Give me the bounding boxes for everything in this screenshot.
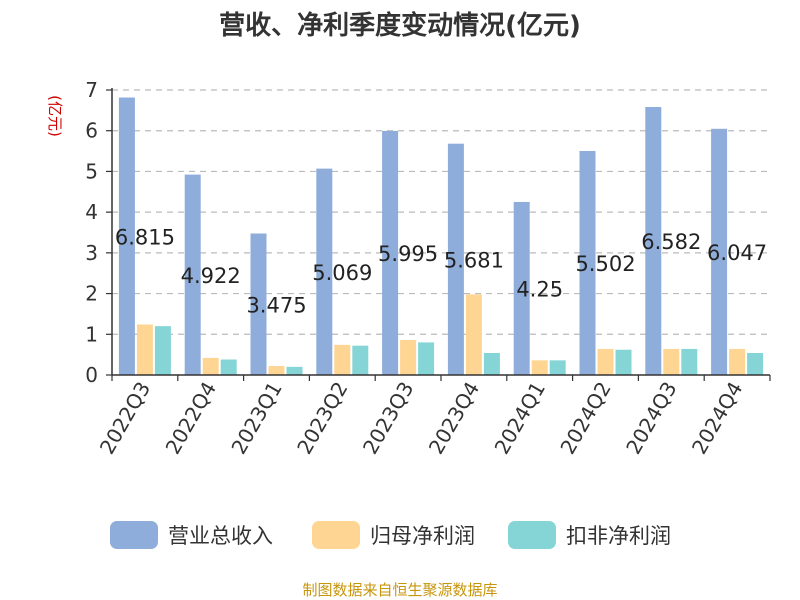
bar-2024Q4-2 xyxy=(747,353,764,375)
bar-2023Q4-0 xyxy=(447,143,464,375)
bar-2023Q3-0 xyxy=(382,130,399,375)
y-tick-label: 6 xyxy=(85,119,98,143)
data-label: 5.502 xyxy=(575,252,635,276)
y-tick-label: 4 xyxy=(85,200,98,224)
bar-2024Q4-0 xyxy=(711,128,728,375)
y-tick-label: 2 xyxy=(85,282,98,306)
x-tick-label: 2024Q2 xyxy=(555,378,615,459)
legend-label-0: 营业总收入 xyxy=(168,524,273,548)
data-label: 4.25 xyxy=(516,277,563,301)
bar-2022Q3-1 xyxy=(136,324,153,375)
legend-label-2: 扣非净利润 xyxy=(566,524,671,548)
y-axis-unit: (亿元) xyxy=(46,95,64,137)
bar-2023Q3-2 xyxy=(418,342,435,375)
bar-2022Q4-1 xyxy=(202,357,219,375)
data-label: 5.069 xyxy=(312,261,372,285)
bar-2022Q3-0 xyxy=(118,97,135,376)
data-label: 5.995 xyxy=(378,242,438,266)
bar-2024Q4-1 xyxy=(729,348,746,375)
x-tick-label: 2022Q4 xyxy=(161,378,221,459)
legend-swatch-1 xyxy=(312,521,360,549)
source-note: 制图数据来自恒生聚源数据库 xyxy=(302,581,497,599)
bar-2024Q2-0 xyxy=(579,150,596,375)
x-tick-label: 2023Q4 xyxy=(424,378,484,459)
legend-swatch-2 xyxy=(508,521,556,549)
legend-label-1: 归母净利润 xyxy=(370,524,475,548)
bar-2023Q1-2 xyxy=(286,366,303,375)
bar-2024Q3-2 xyxy=(681,348,698,375)
x-tick-label: 2022Q3 xyxy=(95,378,155,459)
bar-2024Q2-1 xyxy=(597,348,614,375)
grid-lines xyxy=(112,89,770,335)
x-tick-label: 2024Q1 xyxy=(490,378,550,459)
y-tick-label: 3 xyxy=(85,241,98,265)
x-tick-label: 2023Q2 xyxy=(292,378,352,459)
bars xyxy=(118,97,764,376)
y-tick-label: 7 xyxy=(85,78,98,102)
legend: 营业总收入 归母净利润 扣非净利润 xyxy=(110,521,671,549)
y-tick-label: 5 xyxy=(85,159,98,183)
bar-2023Q4-1 xyxy=(465,294,482,375)
bar-2024Q1-0 xyxy=(513,201,530,375)
data-label: 6.047 xyxy=(707,241,767,265)
data-label: 5.681 xyxy=(444,248,504,272)
bar-2024Q3-1 xyxy=(663,348,680,375)
x-tick-label: 2023Q3 xyxy=(358,378,418,459)
x-tick-label: 2024Q3 xyxy=(621,378,681,459)
bar-2022Q4-0 xyxy=(184,174,201,375)
y-tick-label: 1 xyxy=(85,322,98,346)
x-tick-label: 2023Q1 xyxy=(226,378,286,459)
y-tick-label: 0 xyxy=(85,363,98,387)
bar-2024Q1-2 xyxy=(549,360,566,375)
bar-2023Q1-1 xyxy=(268,366,285,375)
bar-2022Q4-2 xyxy=(220,359,237,375)
x-tick-label: 2024Q4 xyxy=(687,378,747,459)
data-label: 6.815 xyxy=(115,225,175,249)
bar-2022Q3-2 xyxy=(154,326,171,375)
data-label: 6.582 xyxy=(641,230,701,254)
bar-2024Q2-2 xyxy=(615,349,632,375)
legend-swatch-0 xyxy=(110,521,158,549)
bar-2023Q4-2 xyxy=(483,353,500,375)
bar-2023Q3-1 xyxy=(400,339,417,375)
bar-2023Q2-1 xyxy=(334,344,351,375)
bar-2023Q2-0 xyxy=(316,168,333,375)
chart-title: 营收、净利季度变动情况(亿元) xyxy=(219,10,581,41)
bar-2024Q1-1 xyxy=(531,360,548,375)
data-label: 4.922 xyxy=(181,264,241,288)
data-label: 3.475 xyxy=(246,293,306,317)
bar-2023Q1-0 xyxy=(250,233,267,375)
bar-2024Q3-0 xyxy=(645,107,662,376)
bar-2023Q2-2 xyxy=(352,345,369,375)
